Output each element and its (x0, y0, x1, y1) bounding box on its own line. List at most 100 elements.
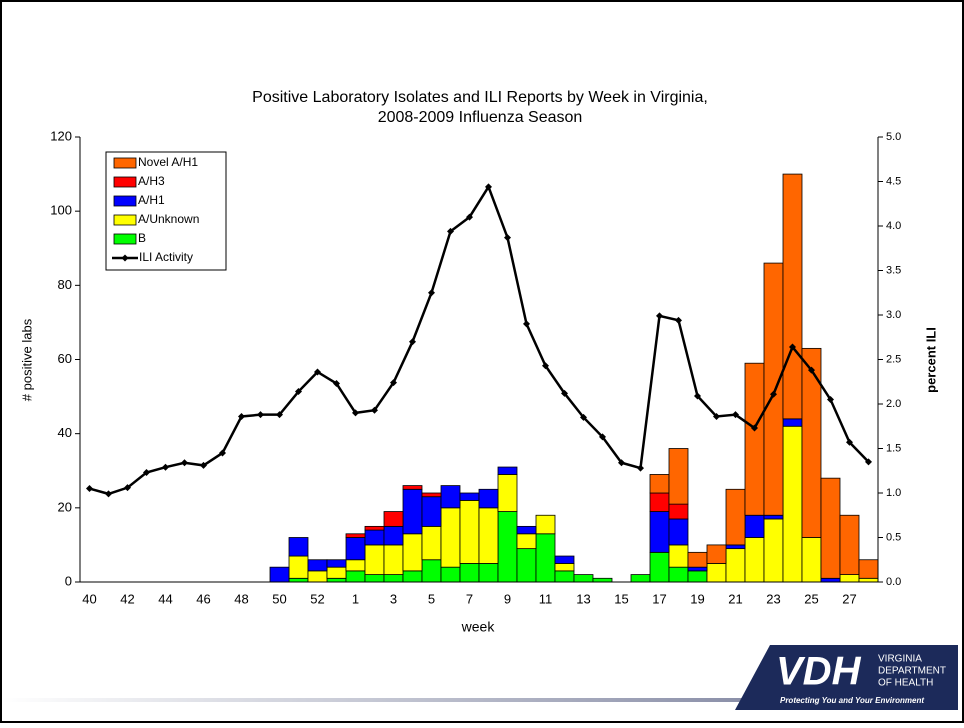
x-tick-label: 17 (652, 591, 666, 606)
bar-segment (554, 563, 575, 572)
bar-segment (345, 537, 366, 561)
bar-segment (478, 488, 499, 509)
y-tick-label: 60 (58, 351, 72, 366)
bar-segment (459, 500, 480, 564)
bar-segment (421, 496, 442, 527)
line-marker (371, 406, 378, 414)
bar-segment (782, 425, 803, 583)
y2-tick-label: 2.5 (886, 353, 901, 365)
bar-segment (345, 570, 366, 583)
line-marker (86, 485, 93, 493)
bar-segment (364, 544, 385, 575)
y2-tick-label: 4.0 (886, 220, 901, 232)
bar-segment (326, 577, 347, 583)
bar-segment (383, 544, 404, 575)
legend-swatch (113, 195, 137, 207)
line-marker (808, 366, 815, 374)
logo-line: VIRGINIA (878, 654, 922, 665)
bar-segment (839, 514, 860, 575)
x-tick-label: 9 (504, 591, 511, 606)
bar-segment (858, 559, 879, 579)
bar-segment (478, 563, 499, 583)
bar-segment (497, 466, 518, 475)
bar-segment (782, 418, 803, 427)
y-tick-label: 20 (58, 499, 72, 514)
bar-segment (668, 544, 689, 568)
bar-segment (744, 537, 765, 583)
legend-label: B (138, 231, 146, 245)
bar-segment (345, 559, 366, 572)
line (89, 184, 870, 496)
bar-segment (782, 173, 803, 420)
bar-segment (554, 570, 575, 583)
line-marker (561, 389, 568, 397)
x-tick-label: 40 (82, 591, 96, 606)
bar-segment (744, 362, 765, 516)
chart-title: Positive Laboratory Isolates and ILI Rep… (252, 89, 708, 106)
bar-segment (459, 563, 480, 583)
y-tick-label: 0 (65, 573, 72, 588)
legend-label: Novel A/H1 (138, 155, 198, 169)
legend-swatch (113, 157, 137, 169)
bar-segment (364, 529, 385, 546)
line-marker (732, 411, 739, 419)
y2-tick-label: 0.0 (886, 576, 901, 588)
chart-title: 2008-2009 Influenza Season (378, 109, 583, 126)
x-tick-label: 1 (352, 591, 359, 606)
bar-segment (440, 485, 461, 509)
line-marker (751, 424, 758, 432)
line-marker (162, 463, 169, 471)
x-tick-label: 46 (196, 591, 210, 606)
line-marker (599, 433, 606, 441)
bar-segment (497, 511, 518, 583)
bar-segment (820, 577, 841, 583)
line-marker (428, 289, 435, 297)
bar-segment (592, 577, 613, 583)
bar-segment (269, 566, 290, 583)
bar-segment (421, 492, 442, 498)
bar-segment (706, 563, 727, 583)
y-tick-label: 80 (58, 277, 72, 292)
legend-label: A/Unknown (138, 212, 199, 226)
logo-badge (735, 645, 958, 710)
line-marker (124, 484, 131, 492)
bar-segment (649, 474, 670, 494)
line-marker (181, 459, 188, 467)
line-marker (827, 396, 834, 404)
legend-swatch (113, 233, 137, 245)
y2-tick-label: 4.5 (886, 175, 901, 187)
legend-box (105, 151, 227, 271)
bar-segment (858, 577, 879, 583)
bar-segment (459, 492, 480, 501)
y2-tick-label: 2.0 (886, 398, 901, 410)
bar-segment (668, 566, 689, 583)
line-marker (333, 380, 340, 388)
bar-segment (820, 477, 841, 579)
line-marker (352, 409, 359, 417)
line-marker (314, 368, 321, 376)
bar-segment (649, 511, 670, 553)
line-marker (447, 227, 454, 235)
bar-segment (630, 574, 651, 583)
bar-segment (687, 551, 708, 568)
x-tick-label: 13 (576, 591, 590, 606)
x-tick-label: 48 (234, 591, 248, 606)
line-marker (580, 413, 587, 421)
line-marker (200, 461, 207, 469)
bar-segment (801, 537, 822, 583)
bar-segment (706, 544, 727, 564)
x-tick-label: 11 (539, 591, 553, 606)
bar-segment (402, 570, 423, 583)
line-marker (675, 316, 682, 324)
bar-segment (763, 514, 784, 520)
bar-segment (402, 533, 423, 572)
bar-segment (554, 555, 575, 564)
x-tick-label: 25 (804, 591, 818, 606)
logo-line: DEPARTMENT (878, 666, 946, 677)
bar-segment (402, 485, 423, 490)
x-tick-label: 52 (310, 591, 324, 606)
legend-label: ILI Activity (139, 250, 193, 264)
y-tick-label: 40 (58, 425, 72, 440)
